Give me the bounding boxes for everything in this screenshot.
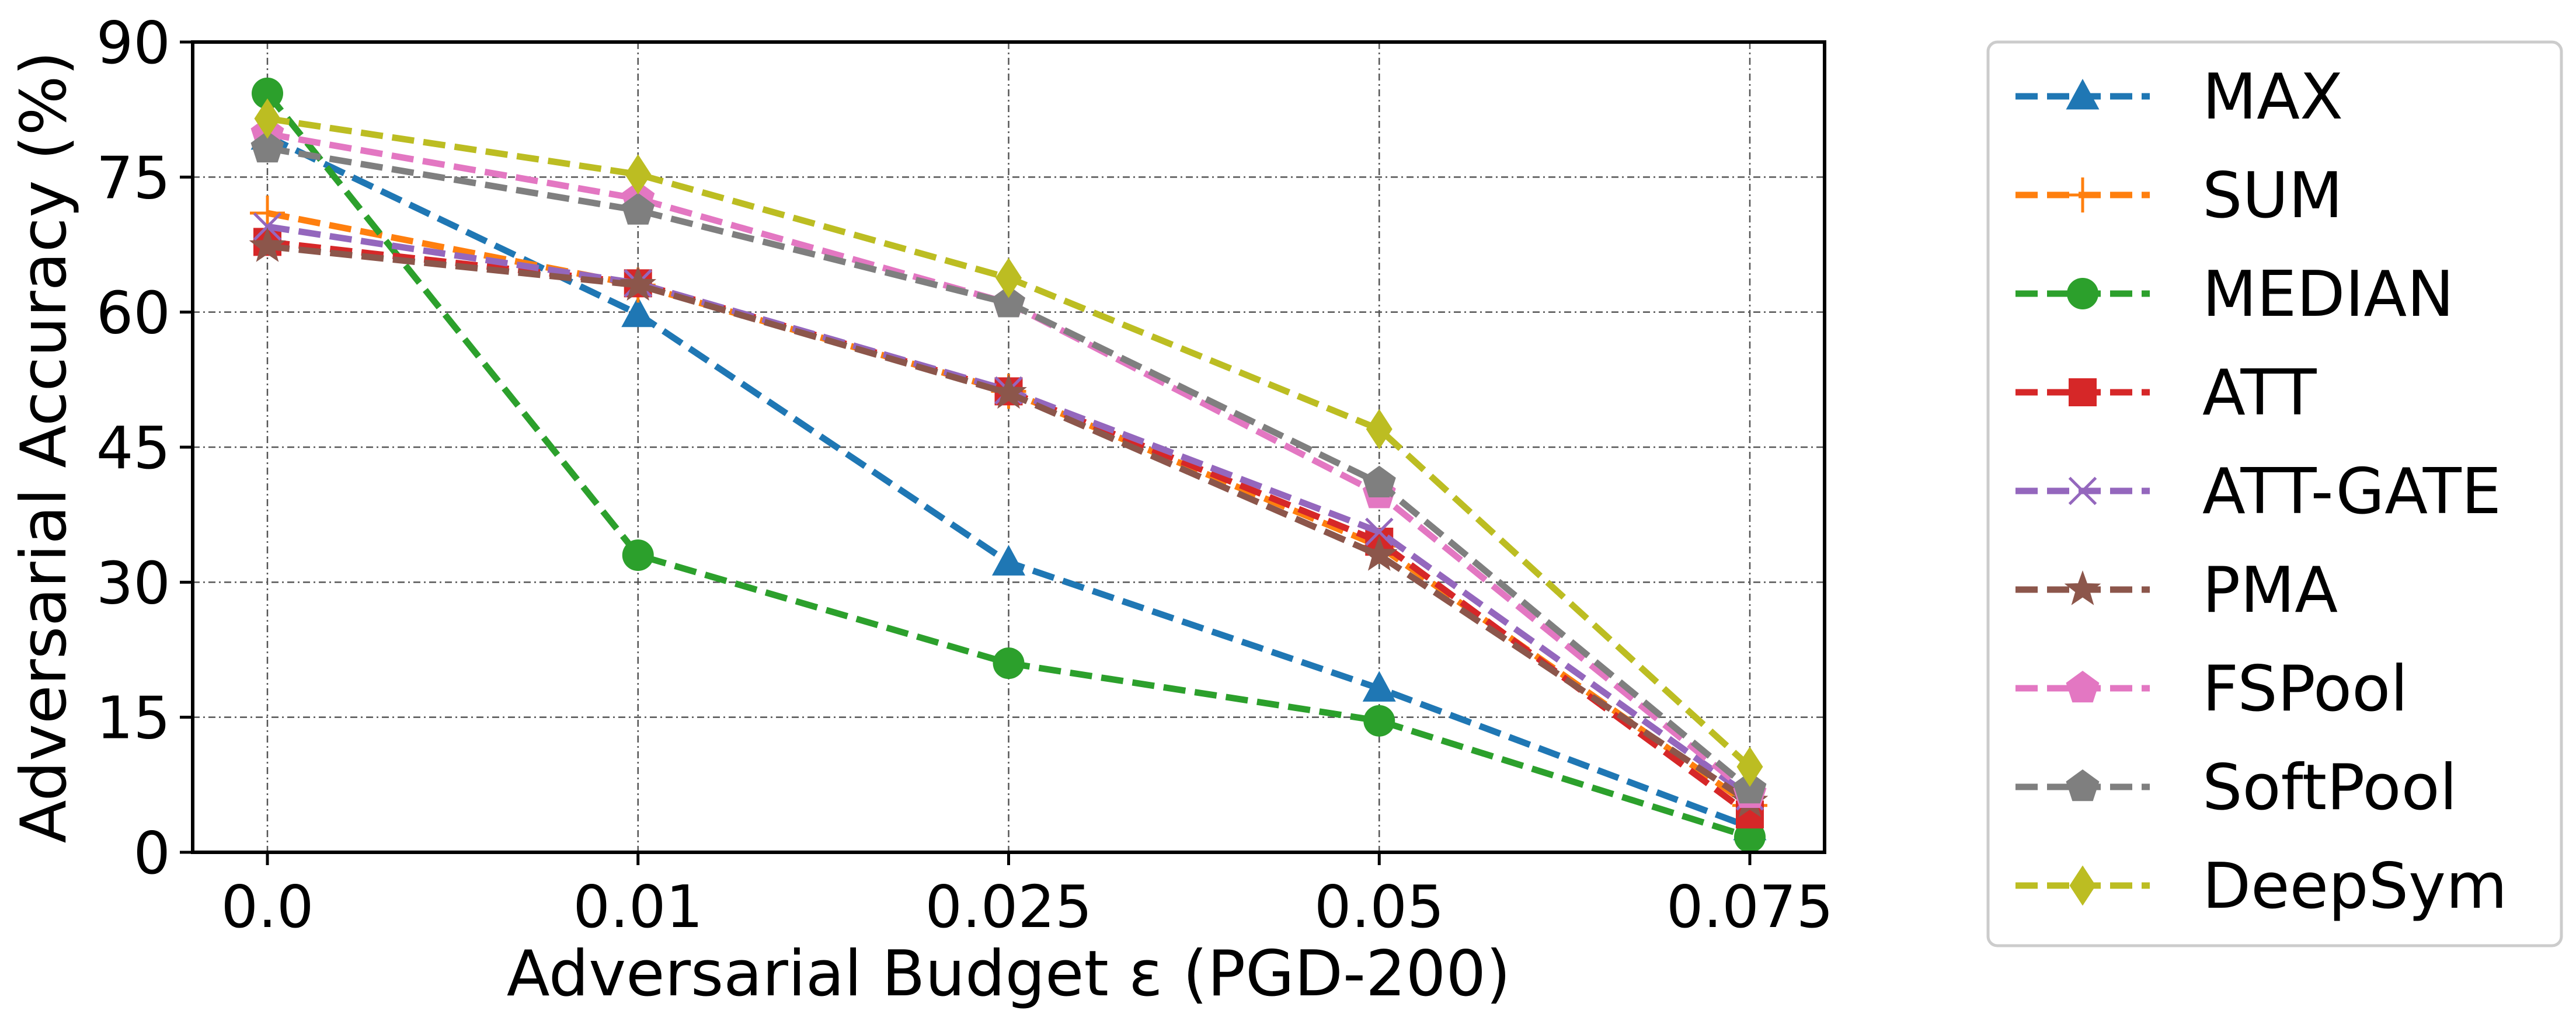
axis-ticks: 0.0 0.01 0.025 0.05 0.075 0 15 30 45 60 75 90 bbox=[96, 9, 1833, 941]
data-point-marker bbox=[619, 266, 657, 301]
data-point-marker bbox=[993, 647, 1025, 679]
series-deepsym bbox=[254, 98, 1763, 787]
legend-label: MEDIAN bbox=[2202, 258, 2454, 331]
data-point-marker bbox=[2069, 378, 2097, 406]
legend-label: MAX bbox=[2202, 61, 2343, 134]
legend-label: PMA bbox=[2202, 554, 2338, 627]
y-tick-label: 90 bbox=[96, 9, 170, 77]
legend-label: FSPool bbox=[2202, 653, 2408, 726]
data-point-marker bbox=[2066, 79, 2100, 110]
data-point-marker bbox=[621, 193, 655, 225]
legend-label: DeepSym bbox=[2202, 850, 2507, 923]
series-median bbox=[252, 77, 1766, 853]
legend-item-median: MEDIAN bbox=[2015, 258, 2454, 331]
data-point-marker bbox=[990, 374, 1027, 409]
x-tick-label: 0.075 bbox=[1666, 873, 1833, 941]
data-point-marker bbox=[250, 131, 284, 163]
legend-label: ATT bbox=[2202, 357, 2317, 430]
series-softpool bbox=[250, 131, 1767, 804]
data-point-marker bbox=[249, 227, 286, 262]
legend-item-fspool: FSPool bbox=[2015, 653, 2408, 726]
data-point-marker bbox=[2066, 769, 2100, 802]
legend-item-deepsym: DeepSym bbox=[2015, 850, 2507, 923]
legend-item-pma: PMA bbox=[2015, 554, 2338, 627]
data-point-marker bbox=[2065, 177, 2100, 212]
x-tick-label: 0.05 bbox=[1314, 873, 1444, 941]
legend-item-softpool: SoftPool bbox=[2015, 751, 2457, 824]
data-point-marker bbox=[2066, 671, 2100, 703]
y-tick-label: 30 bbox=[96, 549, 170, 617]
data-point-marker bbox=[992, 545, 1025, 576]
data-point-marker bbox=[254, 98, 281, 139]
legend-label: ATT-GATE bbox=[2202, 455, 2501, 528]
legend-item-att: ATT bbox=[2015, 357, 2317, 430]
data-point-marker bbox=[1363, 705, 1395, 737]
x-tick-label: 0.01 bbox=[573, 873, 703, 941]
legend-box bbox=[1986, 40, 2563, 947]
series-lines bbox=[249, 77, 1769, 853]
data-point-marker bbox=[1362, 465, 1396, 497]
data-point-marker bbox=[2069, 865, 2096, 906]
data-point-marker bbox=[1733, 772, 1767, 804]
legend-item-sum: SUM bbox=[2015, 159, 2343, 232]
legend: MAX SUM MEDIAN ATT ATT-GATE PMA FSPool SoftPool… bbox=[1986, 40, 2563, 947]
data-point-marker bbox=[2067, 278, 2098, 309]
data-point-marker bbox=[2064, 570, 2101, 605]
legend-item-att-gate: ATT-GATE bbox=[2015, 455, 2501, 528]
x-tick-label: 0.0 bbox=[221, 873, 314, 941]
y-axis-title: Adversarial Accuracy (%) bbox=[8, 51, 81, 844]
data-point-marker bbox=[621, 296, 655, 327]
data-point-marker bbox=[1360, 536, 1398, 571]
x-axis-title: Adversarial Budget ε (PGD-200) bbox=[507, 938, 1511, 1010]
data-point-marker bbox=[995, 257, 1022, 298]
data-point-marker bbox=[1364, 517, 1394, 546]
data-point-marker bbox=[1736, 746, 1763, 787]
legend-item-max: MAX bbox=[2015, 61, 2343, 134]
data-point-marker bbox=[1734, 821, 1766, 853]
data-point-marker bbox=[1362, 671, 1396, 702]
legend-label: SUM bbox=[2202, 159, 2343, 232]
data-point-marker bbox=[253, 212, 282, 241]
y-tick-label: 60 bbox=[96, 279, 170, 347]
data-point-marker bbox=[252, 77, 283, 109]
legend-label: SoftPool bbox=[2202, 751, 2457, 824]
data-point-marker bbox=[992, 285, 1025, 318]
data-point-marker bbox=[622, 539, 654, 572]
data-point-marker bbox=[625, 154, 652, 195]
data-point-marker bbox=[2068, 476, 2097, 506]
y-tick-label: 15 bbox=[96, 684, 170, 752]
y-tick-label: 0 bbox=[133, 819, 170, 887]
data-point-marker bbox=[1366, 409, 1393, 449]
x-tick-label: 0.025 bbox=[925, 873, 1092, 941]
y-tick-label: 45 bbox=[96, 414, 170, 482]
y-tick-label: 75 bbox=[96, 144, 170, 212]
